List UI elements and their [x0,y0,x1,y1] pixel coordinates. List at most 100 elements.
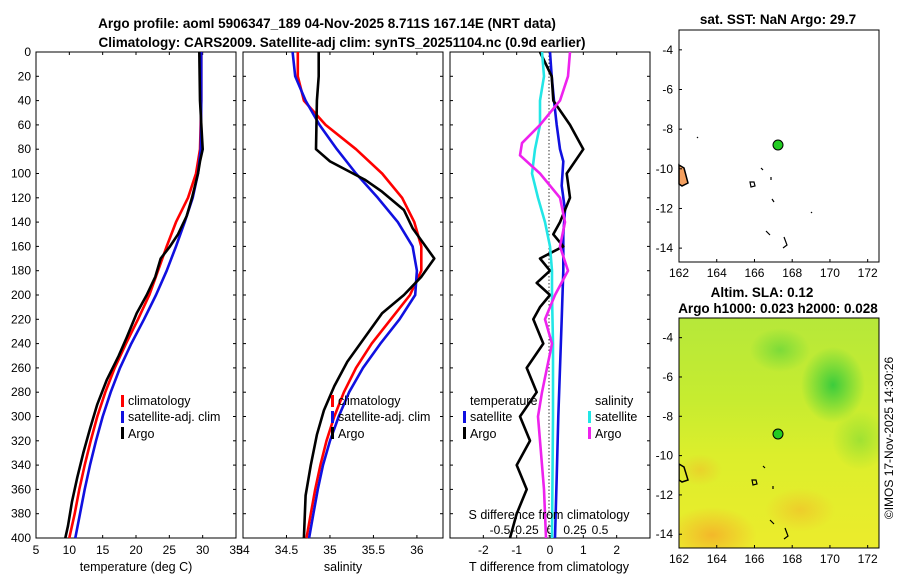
x-tick-label: 25 [163,543,177,557]
salinity-xlabel: salinity [324,560,363,574]
y-tick-label: 60 [18,118,32,132]
temperature-panel: 0204060801001201401601802002202402602803… [11,45,650,574]
map-y-tick-label: -14 [656,527,674,541]
map-x-tick-label: 170 [820,552,840,566]
imos-timestamp: ©IMOS 17-Nov-2025 14:30:26 [882,357,896,520]
x-tick-label: 1 [580,543,587,557]
map-y-tick-label: -4 [662,331,673,345]
legend3-salinity-header: salinity [595,394,634,408]
series-line-temperature-argo [508,51,585,539]
s-diff-tick-label: -0.5 [490,523,511,537]
x-tick-label: 35.5 [362,543,386,557]
s-diff-tick-label: 0.25 [563,523,587,537]
sla-map-frame [678,317,880,549]
legend3-s-argo-swatch [588,427,591,439]
y-tick-label: 320 [11,434,31,448]
temperature-axes-frame [35,51,237,539]
legend2-climatology-label: climatology [338,394,401,408]
map-y-tick-label: -10 [656,162,674,176]
x-tick-label: -1 [511,543,522,557]
legend3-t-argo-label: Argo [470,427,496,441]
x-tick-label: 10 [63,543,77,557]
y-tick-label: 100 [11,167,31,181]
x-tick-label: 35 [323,543,337,557]
y-tick-label: 280 [11,385,31,399]
legend3-s-argo-label: Argo [595,427,621,441]
y-tick-label: 120 [11,191,31,205]
title-line1: Argo profile: aoml 5906347_189 04-Nov-20… [98,16,556,31]
map-x-tick-label: 162 [669,266,689,280]
sla-map: Altim. SLA: 0.12 Argo h1000: 0.023 h2000… [656,285,880,566]
x-tick-label: 5 [33,543,40,557]
y-tick-label: 400 [11,531,31,545]
y-tick-label: 140 [11,215,31,229]
y-tick-label: 240 [11,337,31,351]
s-diff-tick-label: -0.25 [511,523,539,537]
map-x-tick-label: 166 [744,552,764,566]
series-line-salinity-argo [518,51,572,539]
legend3-s-satellite-label: satellite [595,410,637,424]
difference-panel: -2 -1 0 1 2 -0.5 -0.25 0 0.25 0.5 S difference f… [449,51,651,574]
sst-map-coastlines [678,136,813,249]
series-line-climatology [68,52,203,539]
map-y-tick-label: -12 [656,488,674,502]
map-x-tick-label: 162 [669,552,689,566]
map-y-tick-label: -4 [662,43,673,57]
y-tick-label: 360 [11,482,31,496]
legend3-t-satellite-label: satellite [470,410,512,424]
series-line-satellite-adj-clim [74,52,203,539]
map-y-tick-label: -8 [662,409,673,423]
s-diff-tick-label: 0.5 [592,523,609,537]
sst-map: sat. SST: NaN Argo: 29.7 162 164 166 168 170… [656,12,880,280]
legend3-s-satellite-swatch [588,411,591,423]
legend-satellite-label: satellite-adj. clim [128,410,220,424]
legend2-argo-label: Argo [338,427,364,441]
argo-float-marker-sst [772,139,784,151]
y-tick-label: 260 [11,361,31,375]
legend-climatology-swatch [121,395,124,407]
map-x-tick-label: 172 [858,266,878,280]
salinity-axes-frame [242,51,444,539]
series-line-salinity-satellite [530,51,555,539]
legend2-satellite-label: satellite-adj. clim [338,410,430,424]
legend2-climatology-swatch [331,395,334,407]
argo-float-marker-sla [772,428,784,440]
map-y-tick-label: -14 [656,241,674,255]
legend-climatology-label: climatology [128,394,191,408]
series-line-argo [302,52,436,539]
map-x-tick-label: 170 [820,266,840,280]
legend-satellite-swatch [121,411,124,423]
legend3-temperature-header: temperature [470,394,537,408]
y-tick-label: 20 [18,69,32,83]
salinity-panel: 34 34.5 35 35.5 36 salinity climatology sate… [236,51,444,574]
s-diff-tick-label: 0 [547,523,554,537]
map-x-tick-label: 164 [707,266,727,280]
y-tick-label: 40 [18,94,32,108]
legend2-satellite-swatch [331,411,334,423]
x-tick-label: 2 [613,543,620,557]
y-tick-label: 180 [11,264,31,278]
sst-map-title: sat. SST: NaN Argo: 29.7 [700,12,856,27]
temperature-xlabel: temperature (deg C) [80,560,193,574]
y-tick-label: 80 [18,142,32,156]
map-y-tick-label: -6 [662,370,673,384]
x-tick-label: 20 [129,543,143,557]
map-x-tick-label: 168 [782,552,802,566]
x-tick-label: 30 [196,543,210,557]
legend-argo-swatch [121,427,124,439]
x-tick-label: 34 [236,543,250,557]
x-tick-label: 35 [229,543,243,557]
map-x-tick-label: 166 [744,266,764,280]
legend2-argo-swatch [331,427,334,439]
y-tick-label: 300 [11,410,31,424]
y-tick-label: 380 [11,507,31,521]
y-tick-label: 0 [24,45,31,59]
legend-argo-label: Argo [128,427,154,441]
map-x-tick-label: 164 [707,552,727,566]
t-difference-label: T difference from climatology [469,560,630,574]
map-y-tick-label: -8 [662,122,673,136]
x-tick-label: 36 [410,543,424,557]
legend3-t-argo-swatch [463,427,466,439]
map-x-tick-label: 172 [858,552,878,566]
